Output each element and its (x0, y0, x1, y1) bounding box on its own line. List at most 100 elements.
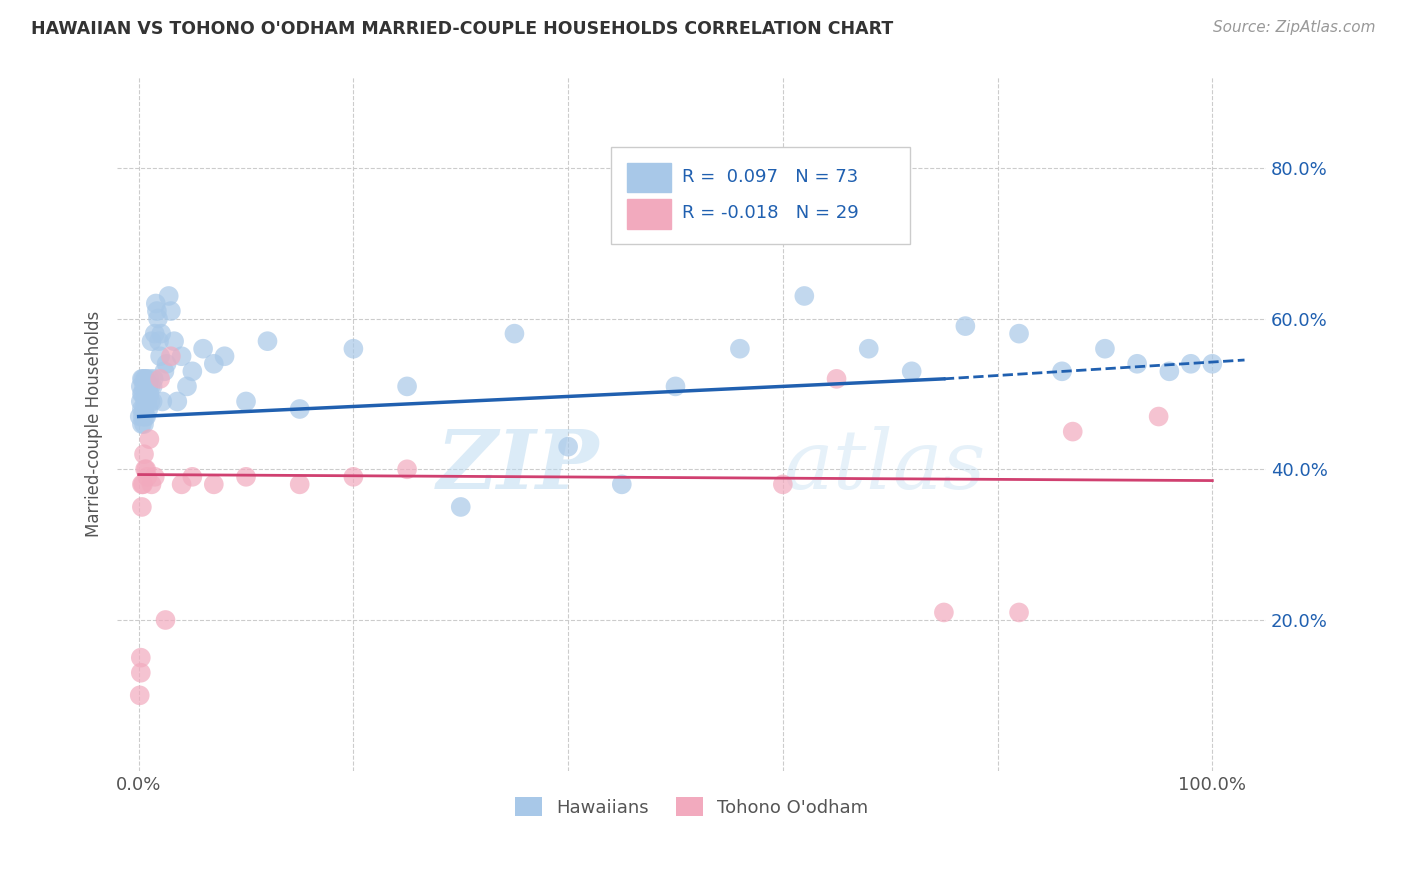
Point (135, 372, 157, 386)
Point (160, 304, 183, 318)
Point (166, 394, 188, 409)
Point (134, 462, 156, 476)
Point (146, 311, 169, 326)
Point (136, 379, 159, 393)
Point (129, 379, 152, 393)
Point (235, 470, 257, 484)
Point (134, 372, 156, 386)
Point (128, 409, 150, 424)
Point (135, 409, 157, 424)
Point (202, 357, 225, 371)
FancyBboxPatch shape (612, 147, 910, 244)
Point (132, 417, 155, 431)
Point (149, 372, 172, 386)
Point (138, 372, 160, 386)
Point (135, 462, 157, 476)
Point (153, 364, 176, 378)
Point (1094, 342, 1116, 356)
Point (342, 470, 364, 484)
Text: Source: ZipAtlas.com: Source: ZipAtlas.com (1212, 20, 1375, 35)
Point (143, 470, 166, 484)
Point (181, 364, 204, 378)
Point (129, 650, 152, 665)
Point (288, 477, 311, 491)
Point (191, 342, 214, 356)
Point (1062, 425, 1084, 439)
Point (142, 379, 165, 393)
Point (214, 349, 236, 363)
Point (132, 402, 155, 417)
Point (132, 477, 155, 491)
Point (396, 462, 419, 476)
Point (131, 387, 153, 401)
Point (128, 689, 150, 703)
Point (141, 334, 163, 348)
Text: atlas: atlas (783, 425, 986, 506)
Point (129, 394, 152, 409)
Point (132, 379, 155, 393)
Point (131, 372, 153, 386)
Point (138, 387, 160, 401)
Point (1201, 357, 1223, 371)
Point (163, 334, 186, 348)
Point (149, 349, 172, 363)
Y-axis label: Married-couple Households: Married-couple Households (86, 311, 103, 537)
Text: HAWAIIAN VS TOHONO O'ODHAM MARRIED-COUPLE HOUSEHOLDS CORRELATION CHART: HAWAIIAN VS TOHONO O'ODHAM MARRIED-COUPL… (31, 20, 893, 37)
Point (1126, 357, 1149, 371)
Point (1008, 606, 1031, 620)
Point (1180, 357, 1202, 371)
Point (136, 394, 159, 409)
Point (202, 477, 225, 491)
Point (772, 477, 794, 491)
Point (132, 409, 155, 424)
Point (955, 319, 977, 334)
Text: R = -0.018   N = 29: R = -0.018 N = 29 (682, 204, 859, 222)
Point (129, 665, 152, 680)
Point (825, 372, 848, 386)
Point (1147, 409, 1170, 424)
Point (148, 334, 170, 348)
Point (450, 500, 472, 514)
Point (150, 394, 173, 409)
Legend: Hawaiians, Tohono O'odham: Hawaiians, Tohono O'odham (508, 790, 876, 824)
Bar (627, 162, 671, 192)
Point (396, 379, 419, 393)
Point (131, 500, 153, 514)
Point (793, 289, 815, 303)
Point (176, 379, 198, 393)
Point (1159, 364, 1181, 378)
Point (900, 364, 922, 378)
Point (139, 394, 162, 409)
Point (131, 477, 153, 491)
Point (138, 432, 160, 446)
Point (155, 613, 177, 627)
Point (155, 357, 177, 371)
Point (170, 477, 193, 491)
Point (134, 409, 156, 424)
Point (142, 394, 165, 409)
Text: R =  0.097   N = 73: R = 0.097 N = 73 (682, 168, 859, 186)
Point (139, 379, 162, 393)
Point (157, 289, 180, 303)
Point (256, 334, 278, 348)
Point (557, 440, 579, 454)
Point (136, 402, 159, 417)
Point (150, 326, 173, 341)
Point (1008, 326, 1031, 341)
Point (858, 342, 880, 356)
Point (145, 296, 167, 310)
Point (932, 606, 955, 620)
Point (342, 342, 364, 356)
Point (136, 379, 159, 393)
Bar (627, 200, 671, 228)
Point (146, 304, 169, 318)
Point (503, 326, 526, 341)
Point (235, 394, 257, 409)
Point (132, 387, 155, 401)
Text: ZIP: ZIP (437, 425, 600, 506)
Point (142, 372, 165, 386)
Point (728, 342, 751, 356)
Point (134, 394, 156, 409)
Point (132, 372, 155, 386)
Point (1050, 364, 1073, 378)
